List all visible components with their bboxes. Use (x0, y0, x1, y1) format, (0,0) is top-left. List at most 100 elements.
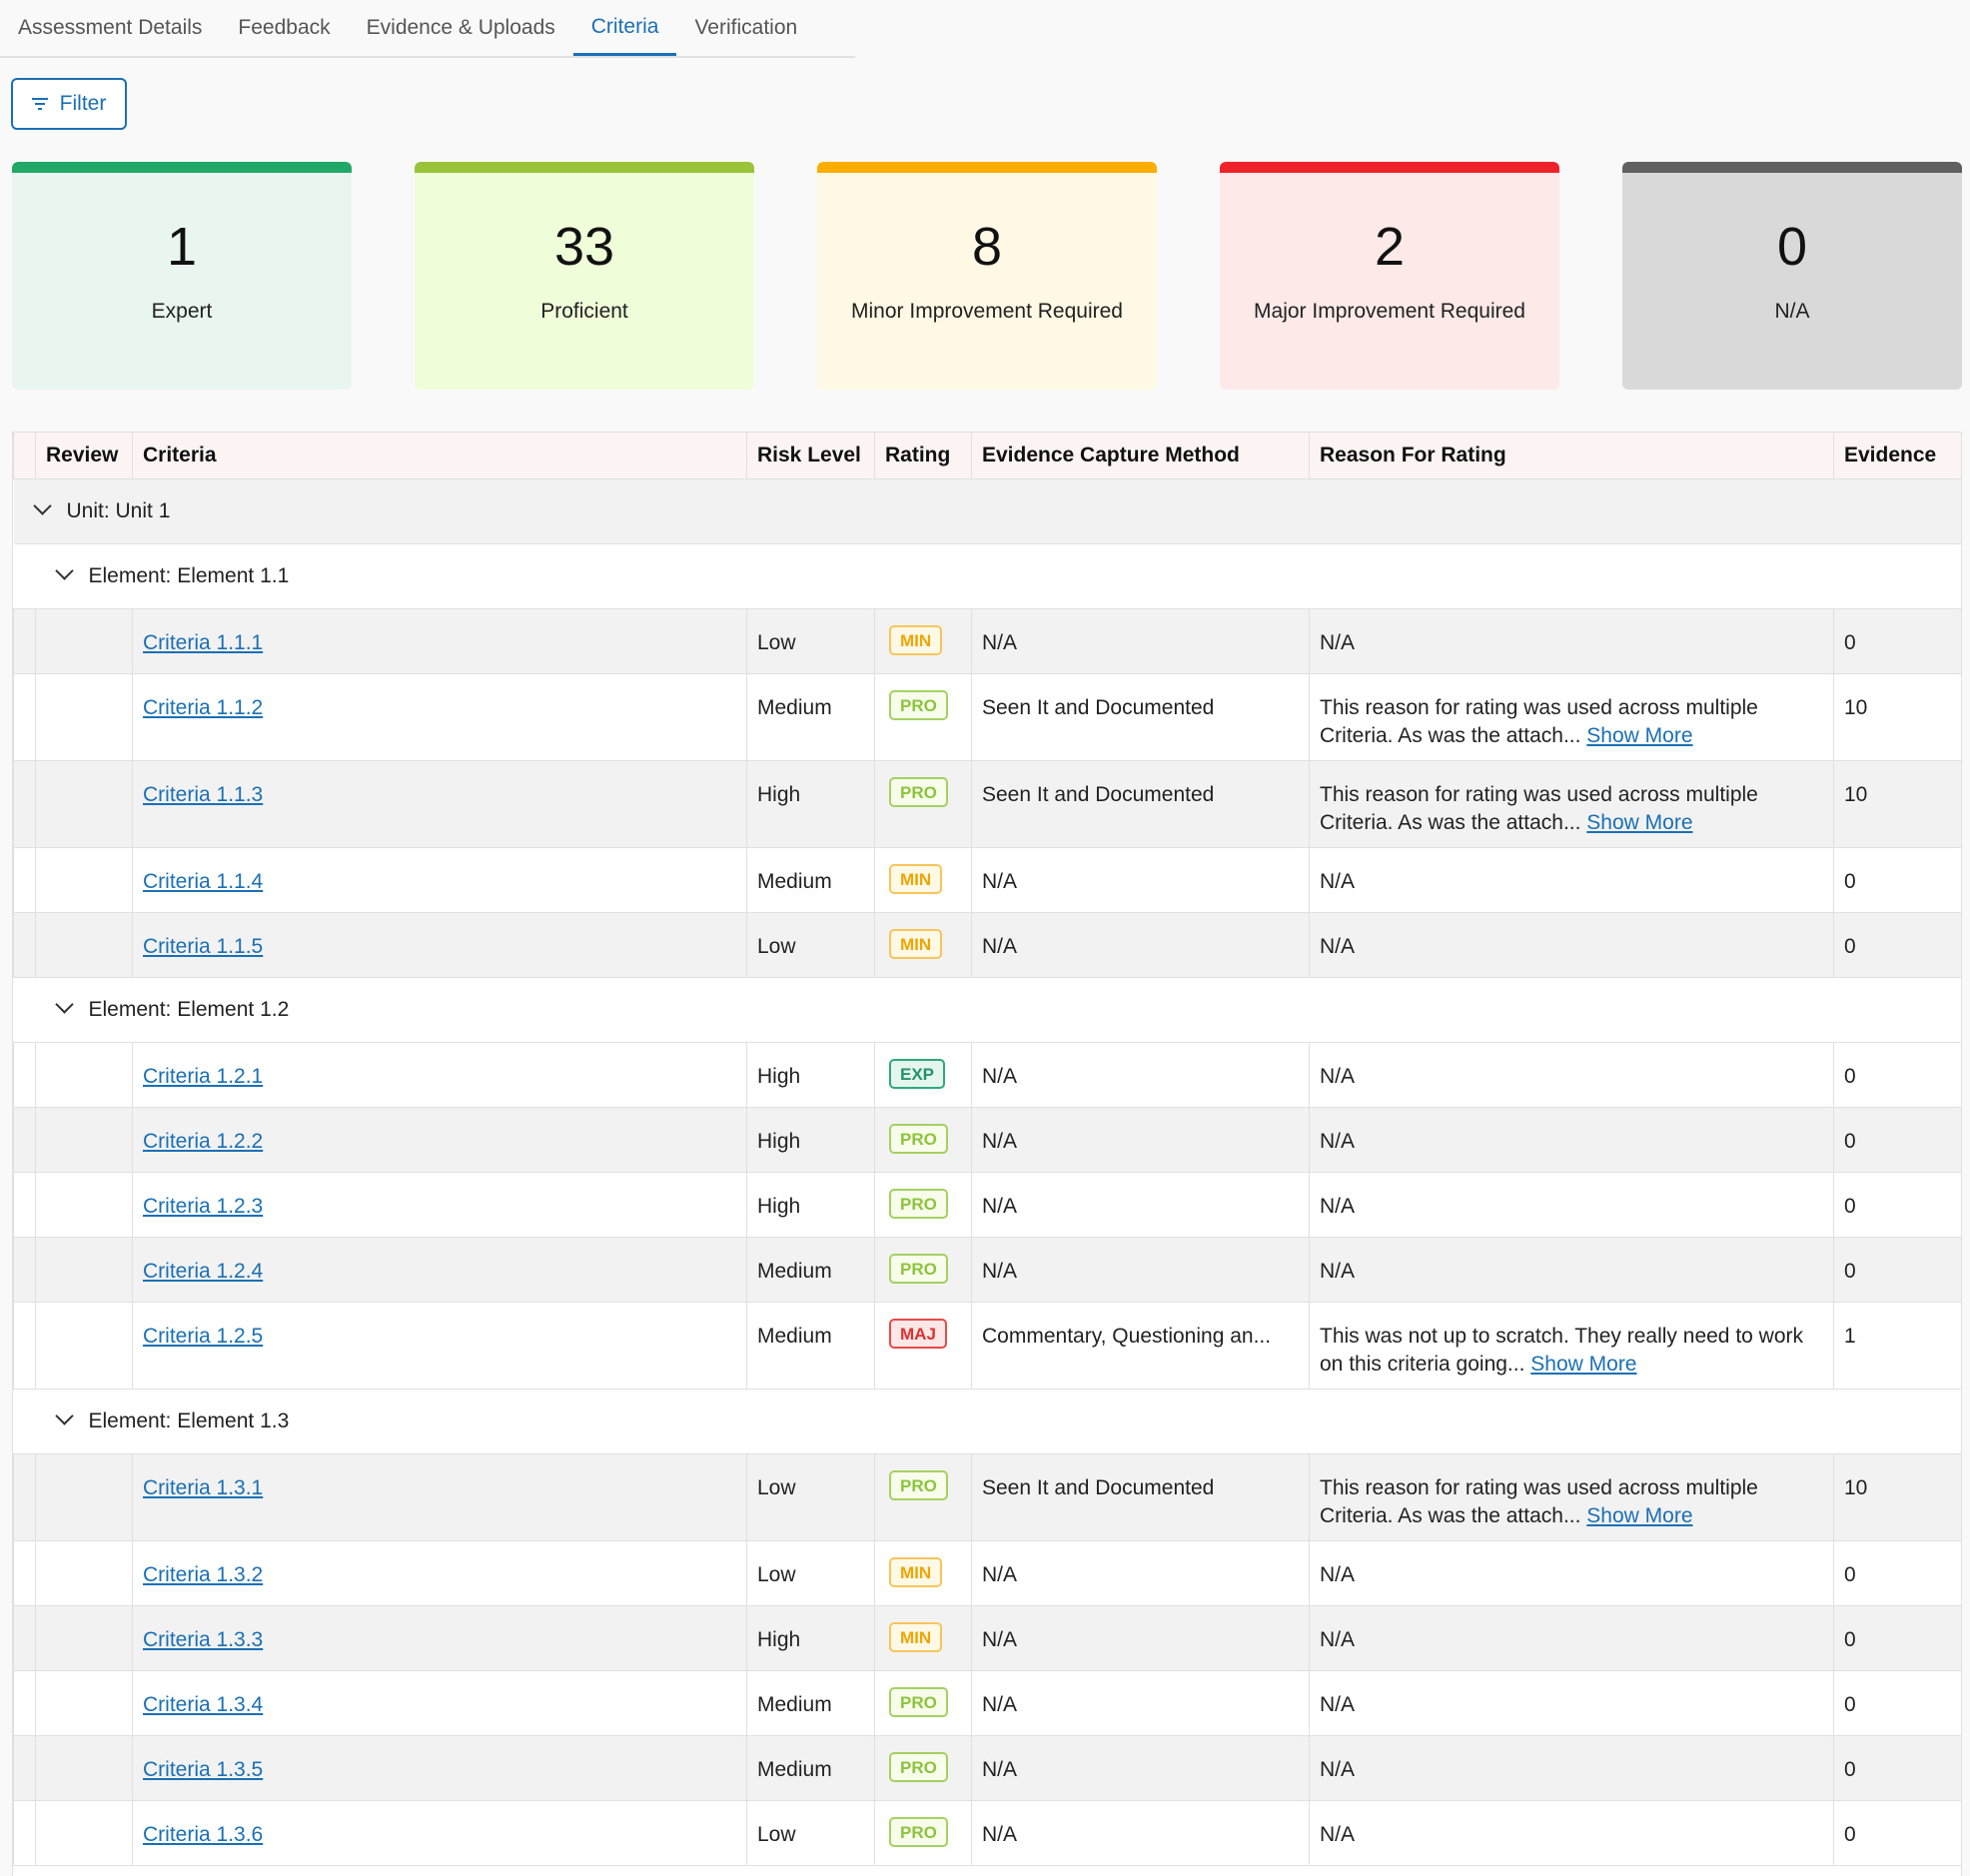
criteria-link[interactable]: Criteria 1.2.2 (143, 1130, 263, 1153)
row-select-cell[interactable] (14, 848, 36, 913)
evidence-capture-method-cell: N/A (972, 1108, 1310, 1173)
criteria-link[interactable]: Criteria 1.1.2 (143, 696, 263, 719)
row-select-cell[interactable] (14, 1238, 36, 1303)
chevron-down-icon[interactable] (55, 561, 73, 579)
row-select-cell[interactable] (14, 1541, 36, 1606)
rating-badge: MIN (889, 864, 942, 894)
reason-for-rating-cell: N/A (1310, 848, 1834, 913)
risk-level-cell: High (747, 1043, 875, 1108)
row-select-cell[interactable] (14, 761, 36, 848)
risk-level-cell: Medium (747, 1671, 875, 1736)
rating-cell: PRO (875, 1173, 972, 1238)
evidence-capture-method-cell: N/A (972, 1606, 1310, 1671)
rating-cell: PRO (875, 1671, 972, 1736)
table-row: Criteria 1.2.3 High PRO N/A N/A 0 (14, 1173, 1962, 1238)
risk-level-cell: Medium (747, 1303, 875, 1390)
reason-text: N/A (1320, 1823, 1355, 1846)
criteria-link[interactable]: Criteria 1.1.4 (143, 870, 263, 893)
rating-cell: EXP (875, 1043, 972, 1108)
evidence-count-cell: 0 (1834, 1108, 1962, 1173)
row-select-cell[interactable] (14, 609, 36, 674)
criteria-link[interactable]: Criteria 1.3.6 (143, 1823, 263, 1846)
unit-group-row[interactable]: Unit: Unit 1 (14, 479, 1962, 544)
criteria-link[interactable]: Criteria 1.3.3 (143, 1628, 263, 1651)
criteria-link[interactable]: Criteria 1.2.5 (143, 1325, 263, 1348)
rating-cell: MIN (875, 1541, 972, 1606)
element-group-row[interactable]: Element: Element 1.1 (14, 544, 1962, 609)
card-count: 2 (1220, 216, 1559, 278)
element-group-row[interactable]: Element: Element 1.2 (14, 978, 1962, 1043)
tab-feedback[interactable]: Feedback (220, 0, 348, 56)
rating-badge: MIN (889, 929, 942, 959)
table-row: Criteria 1.2.1 High EXP N/A N/A 0 (14, 1043, 1962, 1108)
chevron-down-icon[interactable] (55, 995, 73, 1013)
evidence-count-cell: 0 (1834, 609, 1962, 674)
table-row: Criteria 1.3.3 High MIN N/A N/A 0 (14, 1606, 1962, 1671)
filter-button[interactable]: Filter (11, 78, 127, 130)
rating-badge: PRO (889, 1124, 948, 1154)
row-select-cell[interactable] (14, 1801, 36, 1866)
evidence-capture-method-cell: N/A (972, 1173, 1310, 1238)
header-evidence[interactable]: Evidence (1834, 433, 1962, 479)
review-cell (36, 1541, 133, 1606)
show-more-link[interactable]: Show More (1530, 1353, 1636, 1376)
show-more-link[interactable]: Show More (1586, 1504, 1692, 1527)
table-row: Criteria 1.3.2 Low MIN N/A N/A 0 (14, 1541, 1962, 1606)
element-group-row[interactable]: Element: Element 1.3 (14, 1390, 1962, 1454)
criteria-link[interactable]: Criteria 1.1.1 (143, 631, 263, 654)
header-rating[interactable]: Rating (875, 433, 972, 479)
risk-level-cell: Low (747, 913, 875, 978)
row-select-cell[interactable] (14, 913, 36, 978)
tab-assessment-details[interactable]: Assessment Details (0, 0, 220, 56)
criteria-link[interactable]: Criteria 1.3.5 (143, 1758, 263, 1781)
header-risk-level[interactable]: Risk Level (747, 433, 875, 479)
show-more-link[interactable]: Show More (1586, 811, 1692, 834)
review-cell (36, 1238, 133, 1303)
rating-cell: MIN (875, 1606, 972, 1671)
table-row: Criteria 1.3.5 Medium PRO N/A N/A 0 (14, 1736, 1962, 1801)
table-row: Criteria 1.2.4 Medium PRO N/A N/A 0 (14, 1238, 1962, 1303)
criteria-cell: Criteria 1.1.5 (133, 913, 747, 978)
header-review[interactable]: Review (36, 433, 133, 479)
chevron-down-icon[interactable] (55, 1407, 73, 1424)
row-select-cell[interactable] (14, 1671, 36, 1736)
row-select-cell[interactable] (14, 1303, 36, 1390)
criteria-link[interactable]: Criteria 1.2.3 (143, 1195, 263, 1218)
chevron-down-icon[interactable] (33, 496, 51, 514)
header-reason-for-rating[interactable]: Reason For Rating (1310, 433, 1834, 479)
criteria-link[interactable]: Criteria 1.2.4 (143, 1260, 263, 1283)
header-criteria[interactable]: Criteria (133, 433, 747, 479)
criteria-link[interactable]: Criteria 1.3.1 (143, 1476, 263, 1499)
criteria-link[interactable]: Criteria 1.3.2 (143, 1563, 263, 1586)
header-evidence-capture-method[interactable]: Evidence Capture Method (972, 433, 1310, 479)
risk-level-cell: Low (747, 1454, 875, 1541)
tab-verification[interactable]: Verification (676, 0, 815, 56)
row-select-cell[interactable] (14, 674, 36, 761)
risk-level-cell: Low (747, 1541, 875, 1606)
row-select-cell[interactable] (14, 1736, 36, 1801)
row-select-cell[interactable] (14, 1043, 36, 1108)
risk-level-cell: Medium (747, 1736, 875, 1801)
reason-for-rating-cell: N/A (1310, 1043, 1834, 1108)
criteria-link[interactable]: Criteria 1.3.4 (143, 1693, 263, 1716)
card-accent-bar (817, 162, 1157, 173)
evidence-count-cell: 0 (1834, 1671, 1962, 1736)
row-select-cell[interactable] (14, 1108, 36, 1173)
criteria-link[interactable]: Criteria 1.2.1 (143, 1065, 263, 1088)
row-select-cell[interactable] (14, 1606, 36, 1671)
evidence-count-cell: 0 (1834, 913, 1962, 978)
criteria-cell: Criteria 1.1.4 (133, 848, 747, 913)
tab-criteria[interactable]: Criteria (573, 0, 677, 56)
review-cell (36, 1108, 133, 1173)
rating-cell: MIN (875, 848, 972, 913)
card-count: 0 (1622, 216, 1962, 278)
card-accent-bar (415, 162, 754, 173)
criteria-link[interactable]: Criteria 1.1.5 (143, 935, 263, 958)
show-more-link[interactable]: Show More (1586, 724, 1692, 747)
row-select-cell[interactable] (14, 1454, 36, 1541)
criteria-link[interactable]: Criteria 1.1.3 (143, 783, 263, 806)
tab-evidence-uploads[interactable]: Evidence & Uploads (349, 0, 573, 56)
criteria-cell: Criteria 1.3.5 (133, 1736, 747, 1801)
evidence-count-cell: 0 (1834, 1541, 1962, 1606)
row-select-cell[interactable] (14, 1173, 36, 1238)
